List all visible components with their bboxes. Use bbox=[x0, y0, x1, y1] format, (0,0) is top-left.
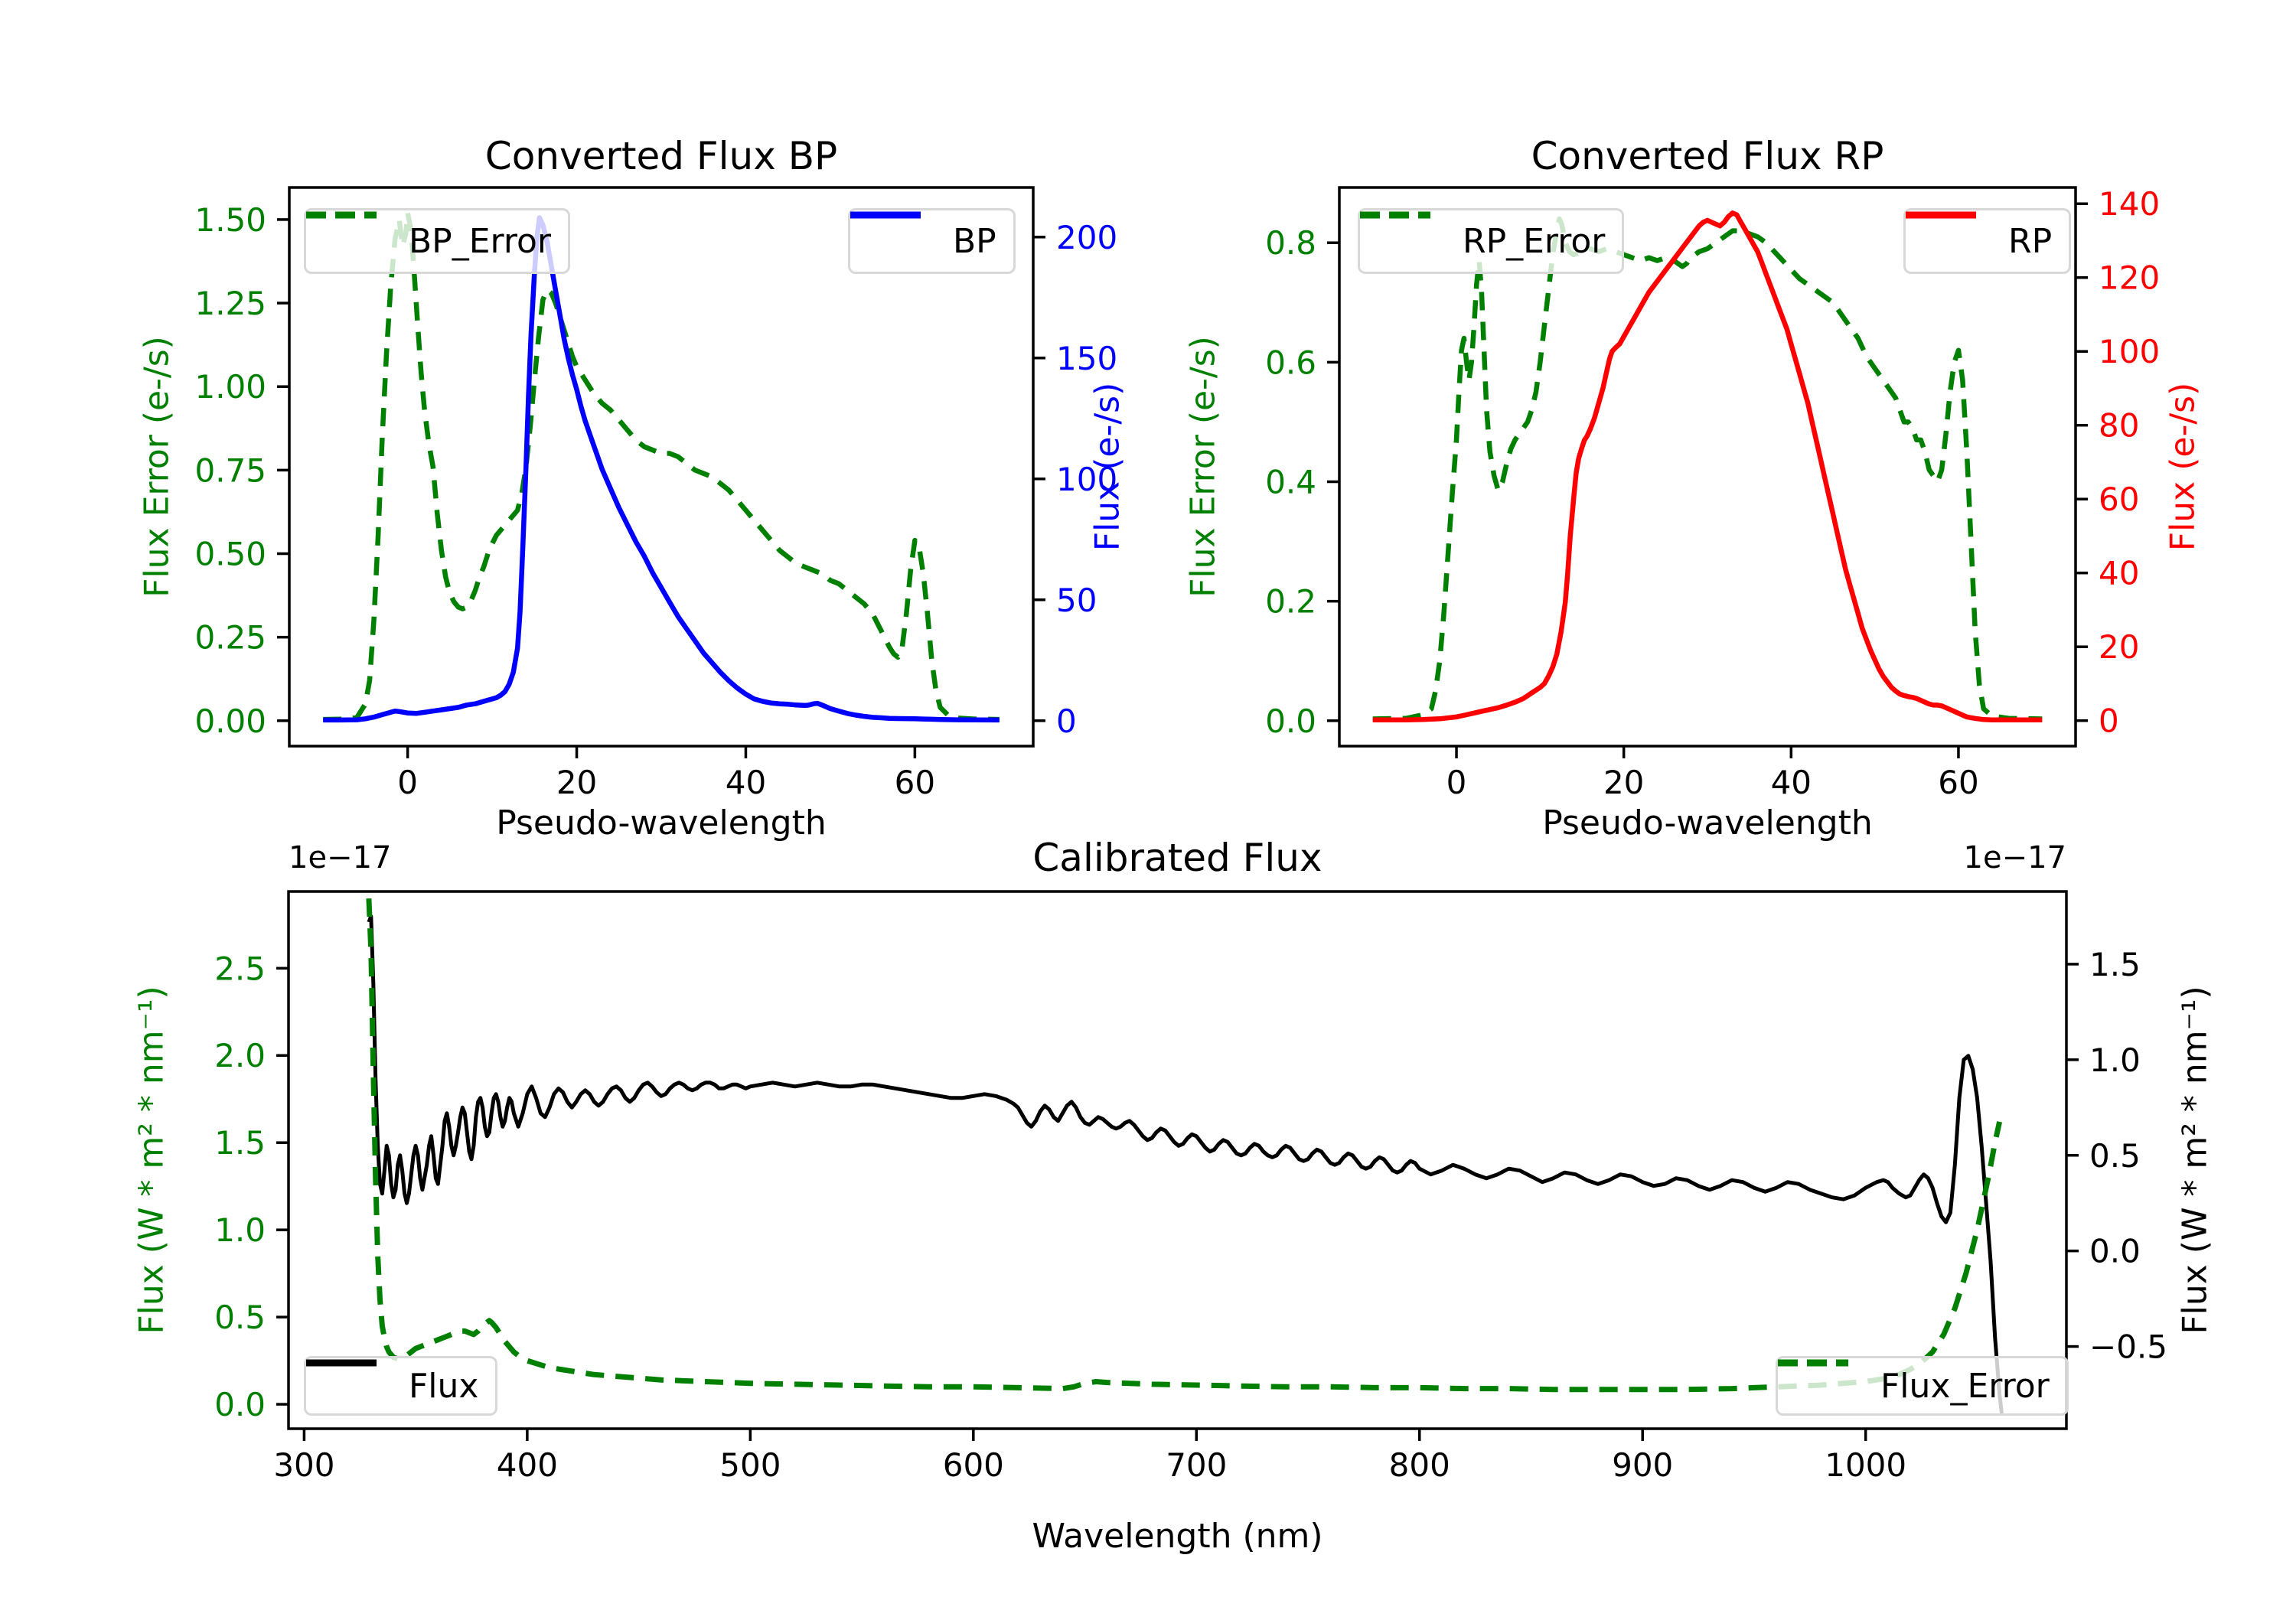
xlabel-bp: Pseudo-wavelength bbox=[496, 804, 827, 843]
svg-text:1.50: 1.50 bbox=[194, 201, 266, 239]
svg-text:80: 80 bbox=[2099, 407, 2139, 445]
chart-title-bp: Converted Flux BP bbox=[484, 134, 838, 178]
svg-text:0.4: 0.4 bbox=[1265, 464, 1316, 501]
svg-text:40: 40 bbox=[726, 764, 766, 801]
svg-text:500: 500 bbox=[719, 1446, 781, 1484]
svg-text:40: 40 bbox=[2099, 555, 2139, 592]
svg-text:0.50: 0.50 bbox=[194, 536, 266, 573]
ylabel-calibrated-right: Flux (W * m² * nm⁻¹) bbox=[2175, 986, 2215, 1335]
svg-text:150: 150 bbox=[1056, 340, 1117, 377]
legend-label: RP bbox=[2008, 221, 2053, 261]
svg-text:0.0: 0.0 bbox=[2089, 1233, 2141, 1270]
svg-text:0.5: 0.5 bbox=[214, 1299, 266, 1336]
offset-text-left: 1e−17 bbox=[289, 840, 392, 875]
offset-text-right: 1e−17 bbox=[1963, 840, 2066, 875]
xlabel-calibrated: Wavelength (nm) bbox=[1032, 1517, 1323, 1556]
legend-sample-dashed-icon bbox=[306, 211, 393, 244]
legend-label: BP_Error bbox=[409, 221, 551, 261]
svg-text:1.0: 1.0 bbox=[214, 1211, 266, 1249]
svg-text:0.00: 0.00 bbox=[194, 702, 266, 740]
svg-text:1.5: 1.5 bbox=[2089, 946, 2141, 983]
svg-text:1.5: 1.5 bbox=[214, 1124, 266, 1162]
svg-text:0.25: 0.25 bbox=[194, 619, 266, 657]
svg-text:140: 140 bbox=[2099, 185, 2160, 223]
svg-text:2.0: 2.0 bbox=[214, 1037, 266, 1074]
svg-text:1000: 1000 bbox=[1825, 1446, 1906, 1484]
ylabel-bp-left: Flux Error (e-/s) bbox=[137, 336, 177, 598]
svg-text:20: 20 bbox=[556, 764, 597, 801]
legend-label: BP bbox=[953, 221, 996, 261]
svg-text:0.8: 0.8 bbox=[1265, 224, 1316, 262]
svg-text:600: 600 bbox=[943, 1446, 1004, 1484]
svg-text:40: 40 bbox=[1771, 764, 1812, 801]
ylabel-rp-left: Flux Error (e-/s) bbox=[1183, 336, 1223, 598]
legend-sample-dashed-icon bbox=[1778, 1359, 1865, 1389]
svg-text:100: 100 bbox=[2099, 333, 2160, 370]
ylabel-bp-right: Flux (e-/s) bbox=[1088, 382, 1127, 552]
svg-text:50: 50 bbox=[1056, 582, 1097, 619]
svg-text:700: 700 bbox=[1166, 1446, 1227, 1484]
legend-label: Flux_Error bbox=[1880, 1366, 2050, 1406]
legend-rp-error: RP_Error bbox=[1358, 208, 1625, 274]
legend-sample-dashed-icon bbox=[1360, 211, 1447, 244]
svg-text:0: 0 bbox=[397, 764, 418, 801]
svg-text:20: 20 bbox=[1603, 764, 1644, 801]
svg-text:0.75: 0.75 bbox=[194, 451, 266, 489]
svg-text:20: 20 bbox=[2099, 628, 2139, 666]
legend-label: Flux bbox=[409, 1366, 479, 1406]
legend-sample-solid-icon bbox=[306, 1359, 393, 1389]
svg-text:1.25: 1.25 bbox=[194, 285, 266, 322]
legend-label: RP_Error bbox=[1463, 221, 1606, 261]
legend-sample-solid-icon bbox=[850, 211, 938, 244]
svg-text:60: 60 bbox=[1938, 764, 1978, 801]
chart-title-calibrated: Calibrated Flux bbox=[1032, 836, 1322, 880]
svg-text:800: 800 bbox=[1389, 1446, 1450, 1484]
svg-text:0.0: 0.0 bbox=[1265, 702, 1316, 740]
legend-flux-error: Flux_Error bbox=[1776, 1356, 2069, 1416]
svg-text:1.00: 1.00 bbox=[194, 368, 266, 406]
ylabel-calibrated-left: Flux (W * m² * nm⁻¹) bbox=[132, 986, 171, 1335]
svg-text:300: 300 bbox=[273, 1446, 334, 1484]
svg-text:200: 200 bbox=[1056, 219, 1117, 256]
legend-rp: RP bbox=[1903, 208, 2072, 274]
svg-text:2.5: 2.5 bbox=[214, 950, 266, 987]
svg-text:60: 60 bbox=[2099, 481, 2139, 518]
legend-flux: Flux bbox=[304, 1356, 498, 1416]
svg-text:120: 120 bbox=[2099, 259, 2160, 297]
svg-text:0.6: 0.6 bbox=[1265, 344, 1316, 381]
legend-bp-error: BP_Error bbox=[304, 208, 570, 274]
svg-text:0.2: 0.2 bbox=[1265, 583, 1316, 621]
legend-sample-solid-icon bbox=[1906, 211, 1993, 244]
svg-text:1.0: 1.0 bbox=[2089, 1041, 2141, 1079]
svg-text:0: 0 bbox=[1446, 764, 1467, 801]
svg-text:0.0: 0.0 bbox=[214, 1386, 266, 1423]
svg-text:0: 0 bbox=[1056, 702, 1077, 740]
xlabel-rp: Pseudo-wavelength bbox=[1542, 804, 1873, 843]
chart-title-rp: Converted Flux RP bbox=[1531, 134, 1884, 178]
svg-text:900: 900 bbox=[1612, 1446, 1673, 1484]
svg-text:0: 0 bbox=[2099, 702, 2119, 740]
svg-text:100: 100 bbox=[1056, 461, 1117, 498]
svg-text:−0.5: −0.5 bbox=[2089, 1328, 2167, 1366]
legend-bp: BP bbox=[848, 208, 1016, 274]
svg-text:400: 400 bbox=[497, 1446, 558, 1484]
ylabel-rp-right: Flux (e-/s) bbox=[2163, 382, 2203, 552]
svg-text:0.5: 0.5 bbox=[2089, 1137, 2141, 1175]
svg-text:60: 60 bbox=[895, 764, 935, 801]
